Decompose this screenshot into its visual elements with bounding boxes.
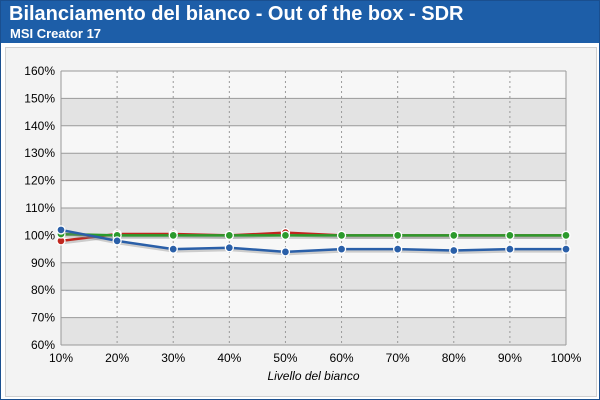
x-tick-label: 70% xyxy=(386,351,410,365)
x-tick-label: 80% xyxy=(442,351,466,365)
data-point xyxy=(336,244,347,254)
data-point xyxy=(224,230,234,241)
data-point xyxy=(393,230,403,241)
y-tick-label: 110% xyxy=(25,201,55,215)
x-tick-label: 30% xyxy=(161,351,185,365)
plot-band xyxy=(61,290,566,318)
data-point xyxy=(561,230,571,241)
series-line xyxy=(60,228,566,254)
y-tick-label: 140% xyxy=(24,119,55,133)
y-tick-label: 80% xyxy=(31,283,55,297)
chart-header: Bilanciamento del bianco - Out of the bo… xyxy=(1,1,599,43)
data-point xyxy=(168,244,178,254)
y-tick-label: 150% xyxy=(24,91,55,105)
plot-band xyxy=(61,153,566,181)
y-tick-label: 70% xyxy=(31,311,55,325)
series-line-shadow xyxy=(61,229,567,256)
y-tick-label: 120% xyxy=(24,174,55,188)
plot-band xyxy=(61,180,566,208)
plot-band xyxy=(61,98,566,126)
series-line xyxy=(60,232,566,237)
plot-band xyxy=(61,317,566,345)
x-axis-label: Livello del bianco xyxy=(267,369,359,383)
x-tick-label: 40% xyxy=(217,351,241,365)
data-point xyxy=(393,244,403,254)
data-point xyxy=(168,230,178,241)
plot-band xyxy=(61,208,566,236)
x-tick-label: 100% xyxy=(551,351,582,365)
x-tick-label: 20% xyxy=(105,351,129,365)
y-tick-label: 60% xyxy=(31,338,55,352)
series-line-shadow xyxy=(61,233,567,239)
data-point xyxy=(280,230,291,241)
x-tick-label: 60% xyxy=(330,351,354,365)
x-tick-label: 50% xyxy=(273,351,297,365)
plot-band xyxy=(61,262,566,291)
y-tick-label: 90% xyxy=(31,256,55,270)
y-tick-label: 160% xyxy=(24,64,55,78)
data-point xyxy=(449,245,459,256)
plot-band xyxy=(61,125,566,154)
data-point xyxy=(280,247,291,257)
data-point xyxy=(505,244,515,254)
data-point xyxy=(112,236,122,246)
data-point xyxy=(449,230,459,241)
data-point xyxy=(336,230,347,241)
x-tick-label: 90% xyxy=(498,351,522,365)
x-tick-label: 10% xyxy=(49,351,73,365)
chart-subtitle: MSI Creator 17 xyxy=(10,26,102,41)
y-tick-label: 130% xyxy=(24,146,55,160)
plot-band xyxy=(61,71,566,99)
chart-title: Bilanciamento del bianco - Out of the bo… xyxy=(9,3,464,25)
data-point xyxy=(505,230,515,241)
data-point xyxy=(56,225,66,235)
y-tick-label: 100% xyxy=(24,228,55,242)
data-point xyxy=(224,243,234,253)
data-point xyxy=(561,244,571,254)
